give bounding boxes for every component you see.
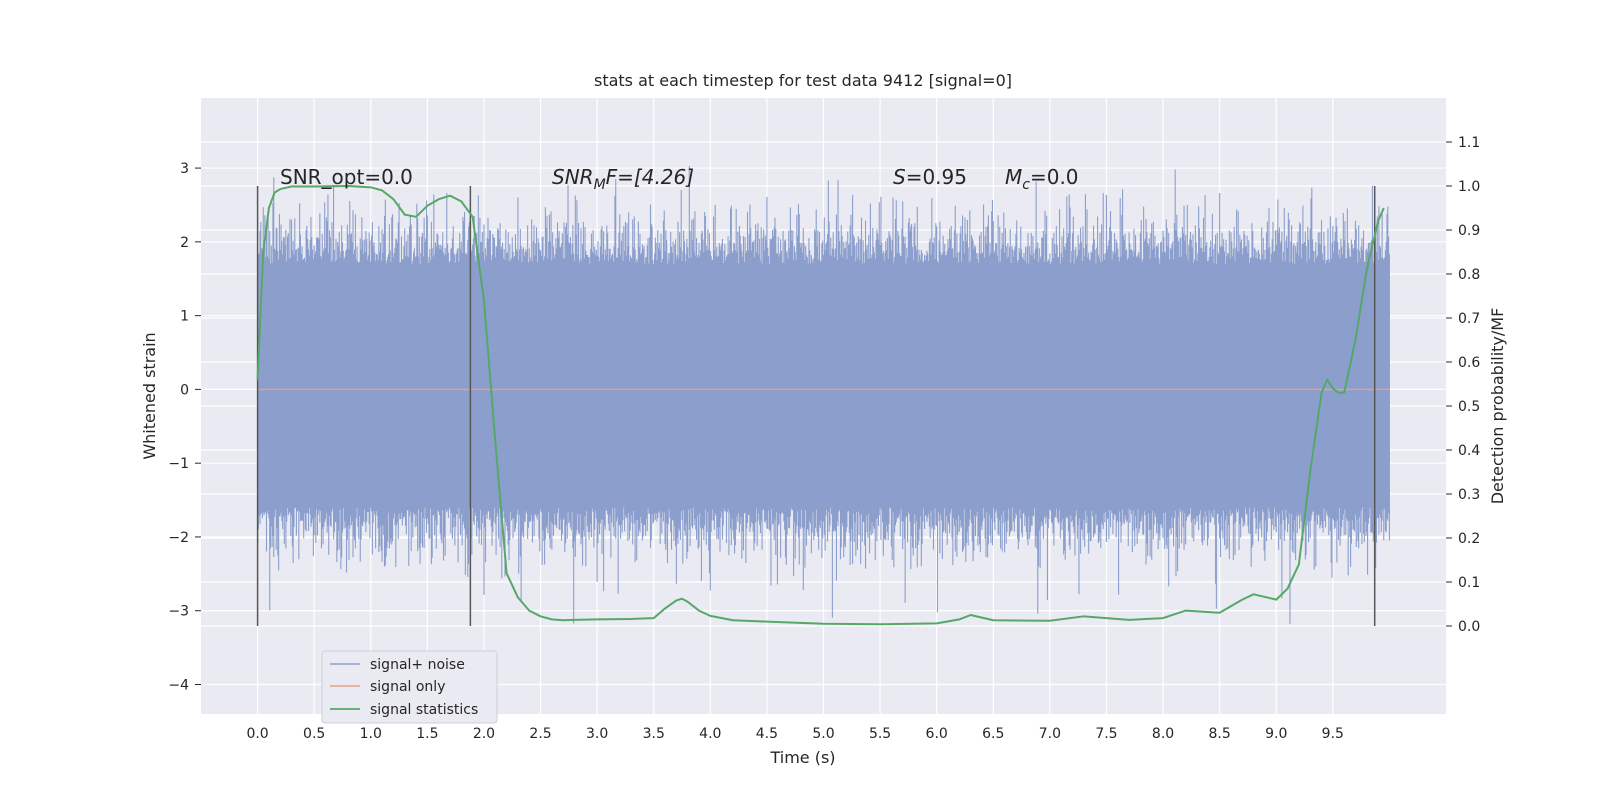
- y-tick-label-0: −4: [168, 677, 189, 693]
- x-tick-label-9: 4.5: [756, 726, 778, 742]
- y2-axis-label: Detection probability/MF: [1488, 308, 1507, 505]
- y-axis-label: Whitened strain: [140, 332, 159, 459]
- y2-tick-label-9: 0.9: [1458, 223, 1480, 239]
- x-tick-label-4: 2.0: [473, 726, 495, 742]
- annotation-s: S=0.95: [893, 165, 967, 189]
- legend-box: [321, 650, 498, 724]
- y2-tick-label-3: 0.3: [1458, 487, 1480, 503]
- x-tick-label-8: 4.0: [699, 726, 721, 742]
- x-tick-label-17: 8.5: [1209, 726, 1231, 742]
- annotation-mc-sub: c: [1022, 177, 1030, 193]
- annotation-snr-mf-sub: M: [594, 177, 606, 193]
- x-tick-label-16: 8.0: [1152, 726, 1174, 742]
- annotation-s-value: =0.95: [906, 165, 967, 189]
- y2-tick-label-10: 1.0: [1458, 179, 1480, 195]
- x-tick-label-14: 7.0: [1039, 726, 1061, 742]
- y-tick-label-5: 1: [180, 309, 189, 325]
- series-signal-statistics: [256, 185, 1385, 626]
- x-tick-label-1: 0.5: [303, 726, 325, 742]
- legend-label-signal-only: signal only: [370, 679, 445, 695]
- y2-tick-label-7: 0.7: [1458, 311, 1480, 327]
- y-tick-label-2: −2: [168, 530, 189, 546]
- x-tick-label-13: 6.5: [982, 726, 1004, 742]
- y-tick-label-3: −1: [168, 456, 189, 472]
- y2-tick-label-8: 0.8: [1458, 267, 1480, 283]
- annotation-snr-opt: SNR_opt=0.0: [280, 165, 413, 189]
- y-tick-label-6: 2: [180, 235, 189, 251]
- y-tick-labels: −4 −3 −2 −1 0 1 2 3: [168, 161, 201, 693]
- legend-label-signal-noise: signal+ noise: [370, 657, 465, 673]
- annotation-s-label: S: [893, 165, 906, 189]
- annotation-mc-value: =0.0: [1030, 165, 1079, 189]
- x-tick-label-10: 5.0: [812, 726, 834, 742]
- y2-tick-label-4: 0.4: [1458, 443, 1480, 459]
- x-tick-label-0: 0.0: [246, 726, 268, 742]
- y2-tick-label-5: 0.5: [1458, 399, 1480, 415]
- y-tick-label-7: 3: [180, 161, 189, 177]
- x-tick-label-3: 1.5: [416, 726, 438, 742]
- y2-tick-labels: 0.0 0.1 0.2 0.3 0.4 0.5 0.6 0.7 0.8 0.9 1.0 1.1: [1446, 135, 1480, 635]
- annotation-snr-mf-rest: F=[4.26]: [606, 165, 694, 189]
- y2-tick-label-0: 0.0: [1458, 619, 1480, 635]
- y2-tick-label-2: 0.2: [1458, 531, 1480, 547]
- annotation-mc: Mc=0.0: [1005, 165, 1079, 193]
- x-tick-label-18: 9.0: [1265, 726, 1287, 742]
- annotation-mc-label: M: [1005, 165, 1022, 189]
- vertical-markers: [256, 186, 1376, 626]
- y2-tick-label-6: 0.6: [1458, 355, 1480, 371]
- x-tick-labels: 0.0 0.5 1.0 1.5 2.0 2.5 3.0 3.5 4.0 4.5 5.0 5.5 6.0 6…: [246, 726, 1343, 742]
- y-tick-label-1: −3: [168, 604, 189, 620]
- x-tick-label-7: 3.5: [643, 726, 665, 742]
- x-tick-label-2: 1.0: [360, 726, 382, 742]
- y-tick-label-4: 0: [180, 382, 189, 398]
- legend-label-signal-statistics: signal statistics: [370, 702, 478, 718]
- x-tick-label-19: 9.5: [1322, 726, 1344, 742]
- y2-tick-label-1: 0.1: [1458, 575, 1480, 591]
- x-tick-label-11: 5.5: [869, 726, 891, 742]
- annotation-snr-mf: SNRMF=[4.26]: [552, 165, 694, 193]
- x-axis-label: Time (s): [769, 748, 835, 767]
- y2-tick-label-11: 1.1: [1458, 135, 1480, 151]
- x-tick-label-15: 7.5: [1095, 726, 1117, 742]
- annotation-snr-mf-base: SNR: [552, 165, 594, 189]
- series-signal-noise: [257, 166, 1390, 624]
- x-tick-label-12: 6.0: [926, 726, 948, 742]
- signal-statistics-line: [256, 185, 1385, 626]
- x-tick-label-5: 2.5: [529, 726, 551, 742]
- chart-title: stats at each timestep for test data 941…: [594, 71, 1012, 90]
- legend: signal+ noise signal only signal statist…: [321, 650, 498, 724]
- x-tick-label-6: 3.0: [586, 726, 608, 742]
